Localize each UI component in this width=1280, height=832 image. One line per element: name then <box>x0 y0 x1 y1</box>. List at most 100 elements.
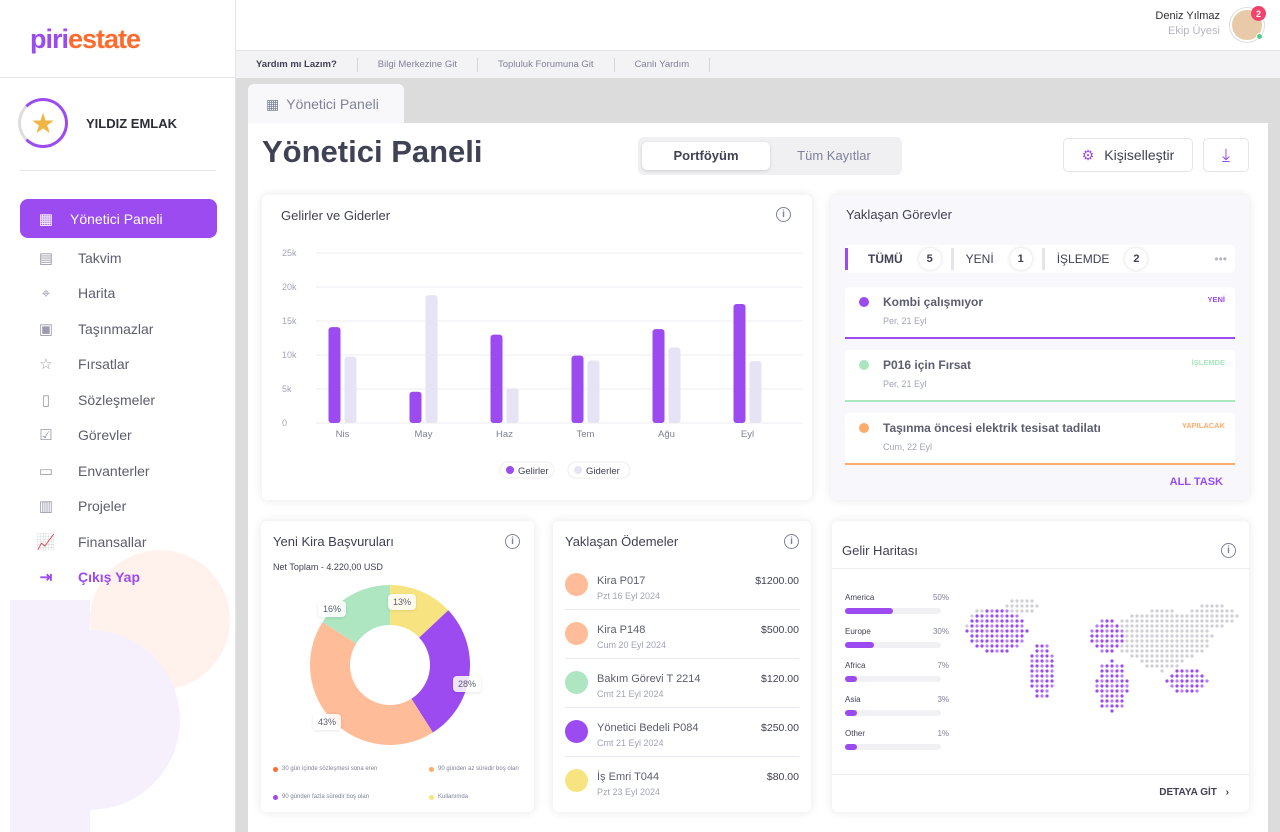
bar-giderler-Eyl[interactable] <box>749 361 762 423</box>
sidebar-item-calendar[interactable]: ▤ Takvim <box>20 240 217 276</box>
map-dot <box>1100 619 1104 623</box>
user-info[interactable]: Deniz Yılmaz Ekip Üyesi <box>1155 10 1220 37</box>
map-dot <box>975 619 979 623</box>
segment-tum-kayitlar[interactable]: Tüm Kayıtlar <box>797 148 871 163</box>
donut-slice[interactable] <box>310 622 433 745</box>
info-icon[interactable]: i <box>776 207 791 222</box>
sidebar-item-map[interactable]: ⌖ Harita <box>20 276 217 312</box>
map-dot <box>990 609 994 613</box>
legend-label: Gelirler <box>518 466 549 477</box>
live-help-link[interactable]: Canlı Yardım <box>615 57 711 72</box>
bar-giderler-Ağu[interactable] <box>668 347 681 423</box>
map-dot <box>1175 669 1179 673</box>
donut-slice[interactable] <box>411 610 470 733</box>
payment-item[interactable]: Yönetici Bedeli P084 Cmt 21 Eyl 2024 $250.… <box>565 708 799 757</box>
map-dot <box>1195 679 1199 683</box>
map-dot <box>1165 614 1169 618</box>
community-forum-link[interactable]: Topluluk Forumuna Git <box>478 57 615 72</box>
map-dot <box>1210 619 1214 623</box>
map-dot <box>1050 659 1054 663</box>
map-dot <box>1185 674 1189 678</box>
sidebar-item-building[interactable]: ▣ Taşınmazlar <box>20 311 217 347</box>
donut-slice[interactable] <box>322 585 390 644</box>
map-dot <box>1035 654 1039 658</box>
map-dot <box>1145 644 1149 648</box>
map-dot <box>1160 649 1164 653</box>
sidebar-item-chart[interactable]: 📈 Finansallar <box>20 524 217 560</box>
payment-item[interactable]: İş Emri T044 Pzt 23 Eyl 2024 $80.00 <box>565 757 799 806</box>
map-dot <box>1160 669 1164 673</box>
task-item[interactable]: Taşınma öncesi elektrik tesisat tadilatı… <box>845 413 1235 465</box>
all-tasks-link[interactable]: ALL TASK <box>1169 476 1223 488</box>
sidebar-item-contract[interactable]: ▯ Sözleşmeler <box>20 382 217 418</box>
sidebar-item-grid[interactable]: ▦ Yönetici Paneli <box>20 199 217 238</box>
region-row: Europe 30% <box>845 627 949 648</box>
sidebar-item-clipboard[interactable]: ☑ Görevler <box>20 418 217 454</box>
payment-title: Kira P017 <box>597 575 646 587</box>
map-dot <box>1230 619 1234 623</box>
filter-in-progress[interactable]: İŞLEMDE 2 <box>1041 248 1158 270</box>
map-dot <box>1150 624 1154 628</box>
payment-item[interactable]: Kira P148 Cum 20 Eyl 2024 $500.00 <box>565 610 799 659</box>
payment-item[interactable]: Kira P017 Pzt 16 Eyl 2024 $1200.00 <box>565 561 799 610</box>
map-dot <box>1205 624 1209 628</box>
bar-giderler-Nis[interactable] <box>344 356 357 423</box>
bar-giderler-Tem[interactable] <box>587 360 600 423</box>
map-dot <box>1120 694 1124 698</box>
map-dot <box>1145 654 1149 658</box>
region-progress-bar <box>845 710 941 716</box>
sidebar-item-star[interactable]: ☆ Fırsatlar <box>20 347 217 383</box>
payment-item[interactable]: Bakım Görevi T 2214 Cmt 21 Eyl 2024 $120.0… <box>565 659 799 708</box>
more-icon[interactable]: ••• <box>1214 252 1227 266</box>
download-button[interactable]: ⤓ <box>1203 138 1249 172</box>
bar-giderler-Haz[interactable] <box>506 388 519 423</box>
bar-gelirler-Ağu[interactable] <box>652 329 665 423</box>
bar-gelirler-Eyl[interactable] <box>733 304 746 423</box>
map-dot <box>1160 619 1164 623</box>
sidebar-item-logout[interactable]: ⇥ Çıkış Yap <box>20 560 217 596</box>
map-dot <box>1110 679 1114 683</box>
filter-all[interactable]: TÜMÜ 5 <box>845 248 951 270</box>
card-title: Gelir Haritası <box>842 543 918 558</box>
online-status-dot <box>1256 33 1263 40</box>
logo-area[interactable]: piriestate <box>0 0 235 78</box>
map-dot <box>1010 639 1014 643</box>
map-dot <box>1110 674 1114 678</box>
map-dot <box>1105 639 1109 643</box>
info-icon[interactable]: i <box>1221 543 1236 558</box>
map-dot <box>1195 644 1199 648</box>
map-dot <box>1170 634 1174 638</box>
sidebar-item-monitor[interactable]: ▥ Projeler <box>20 489 217 525</box>
legend-item[interactable] <box>499 461 555 479</box>
map-dot <box>1105 669 1109 673</box>
map-dot <box>1005 614 1009 618</box>
map-dot <box>1185 639 1189 643</box>
bar-gelirler-May[interactable] <box>409 391 422 423</box>
filter-new[interactable]: YENİ 1 <box>950 248 1042 270</box>
sidebar-item-inventory[interactable]: ▭ Envanterler <box>20 453 217 489</box>
region-progress-fill <box>845 744 857 750</box>
help-center-link[interactable]: Bilgi Merkezine Git <box>358 57 478 72</box>
map-dot <box>975 609 979 613</box>
map-dot <box>995 649 999 653</box>
tab-yonetici-paneli[interactable]: ▦ Yönetici Paneli <box>248 84 404 124</box>
map-dot <box>995 619 999 623</box>
detail-link[interactable]: DETAYA GİT › <box>1159 787 1229 798</box>
map-dot <box>1170 644 1174 648</box>
info-icon[interactable]: i <box>784 534 799 549</box>
task-item[interactable]: Kombi çalışmıyor Per, 21 Eyl YENİ <box>845 287 1235 339</box>
info-icon[interactable]: i <box>505 534 520 549</box>
bar-gelirler-Haz[interactable] <box>490 334 503 423</box>
customize-button[interactable]: ⚙ Kişiselleştir <box>1063 138 1193 172</box>
legend-item[interactable] <box>567 461 631 479</box>
piriestate-logo[interactable]: piriestate <box>30 24 141 55</box>
company-profile[interactable]: ★ YILDIZ EMLAK <box>18 98 177 148</box>
map-dot <box>970 629 974 633</box>
bar-giderler-May[interactable] <box>425 295 438 423</box>
map-dot <box>965 624 969 628</box>
map-dot <box>1210 604 1214 608</box>
segment-portfoyum[interactable]: Portföyüm <box>642 142 770 170</box>
task-item[interactable]: P016 için Fırsat Per, 21 Eyl İŞLEMDE <box>845 350 1235 402</box>
bar-gelirler-Nis[interactable] <box>328 327 341 423</box>
bar-gelirler-Tem[interactable] <box>571 355 584 423</box>
